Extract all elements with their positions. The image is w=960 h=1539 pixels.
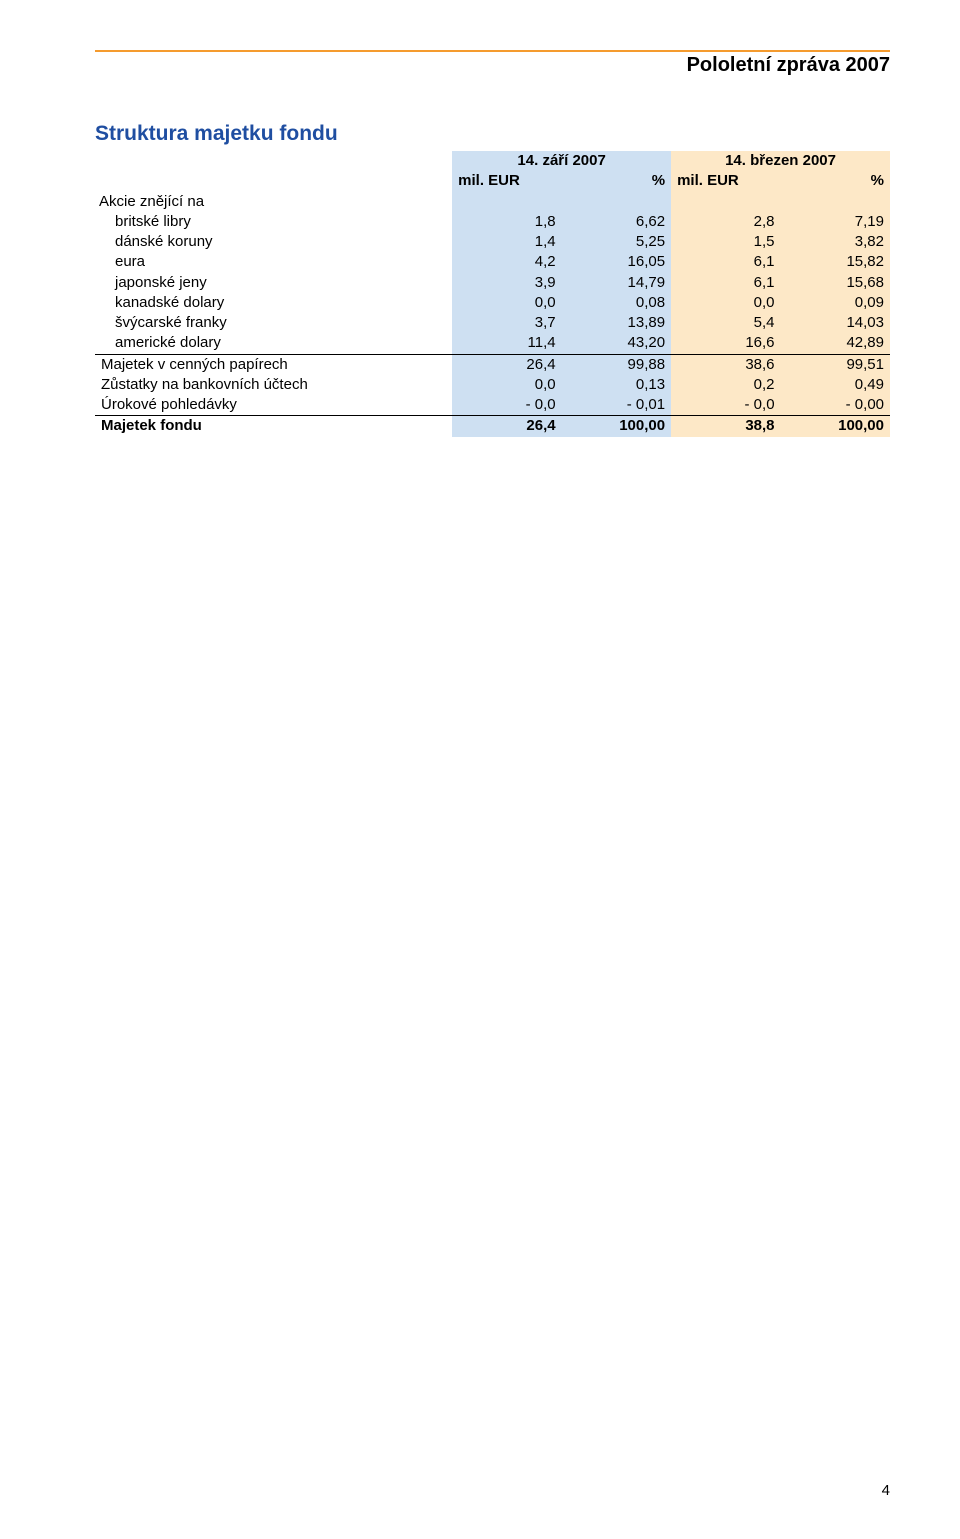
cell-v1: 3,9	[452, 273, 561, 293]
cell-v2: 5,4	[671, 313, 780, 333]
currency-row: americké dolary11,443,2016,642,89	[95, 333, 890, 354]
cell-v2: 38,6	[671, 354, 780, 375]
cell-v2: 6,1	[671, 252, 780, 272]
col-header-date2: 14. březen 2007	[671, 151, 890, 171]
header-rule	[95, 50, 890, 52]
currency-label: americké dolary	[95, 333, 452, 354]
subhdr-eur-1: mil. EUR	[452, 171, 561, 191]
cell-p1: 0,13	[562, 375, 671, 395]
group-label: Akcie znějící na	[95, 192, 452, 212]
cell-v1: - 0,0	[452, 395, 561, 416]
summary-label: Úrokové pohledávky	[95, 395, 452, 416]
cell-p1: 0,08	[562, 293, 671, 313]
cell-v1: 11,4	[452, 333, 561, 354]
cell-v2: - 0,0	[671, 395, 780, 416]
cell-v1: 26,4	[452, 416, 561, 437]
cell-p1: - 0,01	[562, 395, 671, 416]
cell-v1: 0,0	[452, 375, 561, 395]
currency-label: japonské jeny	[95, 273, 452, 293]
currency-row: dánské koruny1,45,251,53,82	[95, 232, 890, 252]
total-label: Majetek fondu	[95, 416, 452, 437]
summary-label: Majetek v cenných papírech	[95, 354, 452, 375]
cell-v2: 16,6	[671, 333, 780, 354]
cell-p2: 14,03	[781, 313, 890, 333]
cell-p2: 99,51	[781, 354, 890, 375]
total-row: Majetek fondu26,4100,0038,8100,00	[95, 416, 890, 437]
cell-p1: 13,89	[562, 313, 671, 333]
currency-label: eura	[95, 252, 452, 272]
col-header-date1: 14. září 2007	[452, 151, 671, 171]
cell-v2: 1,5	[671, 232, 780, 252]
cell-v1: 26,4	[452, 354, 561, 375]
cell-p2: 100,00	[781, 416, 890, 437]
cell-v1: 1,8	[452, 212, 561, 232]
currency-label: dánské koruny	[95, 232, 452, 252]
cell-p2: 3,82	[781, 232, 890, 252]
subhdr-eur-2: mil. EUR	[671, 171, 780, 191]
header-title: Pololetní zpráva 2007	[95, 54, 890, 77]
currency-row: britské libry1,86,622,87,19	[95, 212, 890, 232]
currency-row: švýcarské franky3,713,895,414,03	[95, 313, 890, 333]
cell-p2: 42,89	[781, 333, 890, 354]
cell-v1: 0,0	[452, 293, 561, 313]
cell-p2: 7,19	[781, 212, 890, 232]
subhdr-pct-1: %	[562, 171, 671, 191]
summary-label: Zůstatky na bankovních účtech	[95, 375, 452, 395]
currency-row: eura4,216,056,115,82	[95, 252, 890, 272]
cell-v2: 0,0	[671, 293, 780, 313]
currency-label: švýcarské franky	[95, 313, 452, 333]
currency-row: japonské jeny3,914,796,115,68	[95, 273, 890, 293]
cell-v2: 0,2	[671, 375, 780, 395]
cell-p2: 0,49	[781, 375, 890, 395]
cell-p1: 14,79	[562, 273, 671, 293]
cell-v1: 3,7	[452, 313, 561, 333]
cell-p1: 6,62	[562, 212, 671, 232]
cell-v2: 2,8	[671, 212, 780, 232]
cell-p2: - 0,00	[781, 395, 890, 416]
cell-p1: 100,00	[562, 416, 671, 437]
cell-v2: 38,8	[671, 416, 780, 437]
currency-label: britské libry	[95, 212, 452, 232]
cell-p1: 5,25	[562, 232, 671, 252]
cell-p2: 15,68	[781, 273, 890, 293]
section-title: Struktura majetku fondu	[95, 122, 890, 146]
subhdr-pct-2: %	[781, 171, 890, 191]
cell-p2: 0,09	[781, 293, 890, 313]
cell-p1: 43,20	[562, 333, 671, 354]
cell-v1: 1,4	[452, 232, 561, 252]
cell-v1: 4,2	[452, 252, 561, 272]
summary-row: Úrokové pohledávky- 0,0- 0,01- 0,0- 0,00	[95, 395, 890, 416]
cell-v2: 6,1	[671, 273, 780, 293]
currency-label: kanadské dolary	[95, 293, 452, 313]
cell-p1: 16,05	[562, 252, 671, 272]
cell-p2: 15,82	[781, 252, 890, 272]
page-number: 4	[882, 1482, 890, 1499]
cell-p1: 99,88	[562, 354, 671, 375]
summary-row: Zůstatky na bankovních účtech0,00,130,20…	[95, 375, 890, 395]
summary-row: Majetek v cenných papírech26,499,8838,69…	[95, 354, 890, 375]
fund-structure-table: 14. září 200714. březen 2007mil. EUR%mil…	[95, 151, 890, 437]
currency-row: kanadské dolary0,00,080,00,09	[95, 293, 890, 313]
